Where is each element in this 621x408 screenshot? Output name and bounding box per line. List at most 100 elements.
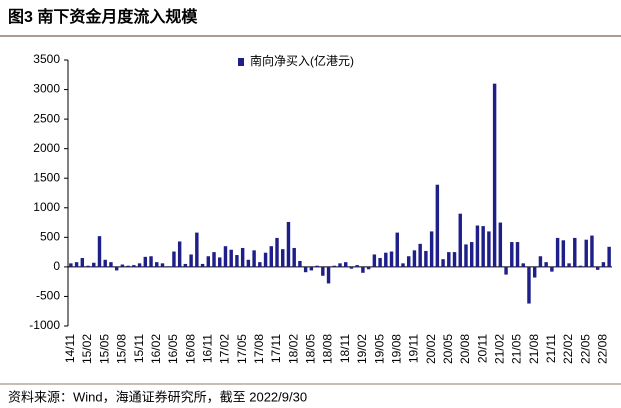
bar — [578, 265, 583, 267]
bar — [401, 263, 405, 267]
x-tick-label: 16/02 — [149, 334, 163, 364]
bar — [384, 252, 388, 267]
bar — [458, 213, 462, 267]
bar — [258, 262, 262, 267]
bar — [114, 266, 119, 271]
bar — [544, 262, 548, 267]
x-tick-label: 15/02 — [80, 334, 94, 364]
bar — [246, 259, 251, 267]
bar — [200, 263, 205, 267]
figure-title: 图3 南下资金月度流入规模 — [8, 7, 198, 26]
bar — [492, 83, 497, 267]
bar — [189, 254, 193, 267]
bar — [561, 240, 566, 267]
bar — [298, 260, 302, 267]
x-tick-label: 21/05 — [510, 334, 524, 364]
bar — [510, 242, 514, 267]
x-tick-label: 22/08 — [596, 334, 610, 364]
y-tick-label: 1500 — [33, 170, 60, 184]
bar — [177, 241, 182, 267]
legend-swatch — [238, 58, 244, 66]
bar — [487, 231, 491, 267]
bar — [109, 262, 113, 267]
bar — [229, 249, 233, 267]
bar — [252, 250, 256, 267]
x-tick-label: 15/08 — [115, 334, 129, 364]
bar — [504, 266, 508, 275]
bar — [435, 184, 440, 267]
x-tick-label: 17/11 — [269, 334, 283, 363]
bar — [607, 246, 611, 267]
bar — [80, 258, 85, 267]
bar — [361, 266, 365, 273]
bar — [315, 265, 319, 267]
x-tick-label: 22/02 — [561, 334, 575, 364]
x-tick-label: 17/08 — [252, 334, 266, 364]
x-tick-label: 17/02 — [218, 334, 232, 364]
bar — [395, 232, 399, 267]
bar — [326, 266, 331, 284]
bar — [332, 265, 336, 267]
bar — [389, 251, 394, 267]
bar — [74, 262, 79, 267]
bar — [538, 256, 543, 267]
bar — [555, 237, 560, 267]
y-tick-label: 0 — [53, 259, 60, 273]
bar — [183, 263, 188, 267]
bar — [469, 242, 474, 267]
x-tick-label: 21/08 — [527, 334, 541, 364]
bar — [235, 255, 239, 267]
bar — [441, 259, 445, 267]
bar — [349, 266, 354, 269]
bar — [447, 252, 451, 267]
y-tick-label: 3000 — [33, 82, 60, 96]
bar — [590, 235, 594, 267]
bar — [595, 266, 600, 270]
x-tick-label: 20/11 — [475, 334, 489, 363]
x-tick-label: 18/02 — [286, 334, 300, 364]
x-tick-label: 22/05 — [578, 334, 592, 364]
x-tick-label: 20/08 — [458, 334, 472, 364]
bar — [418, 243, 422, 267]
x-tick-label: 21/02 — [493, 334, 507, 364]
x-tick-label: 15/05 — [97, 334, 111, 364]
bar — [286, 221, 291, 267]
bar — [355, 265, 359, 267]
x-tick-label: 20/05 — [441, 334, 455, 364]
x-tick-label: 16/11 — [200, 334, 214, 363]
x-tick-label: 19/05 — [372, 334, 386, 364]
bar — [498, 222, 503, 267]
bar — [120, 264, 125, 267]
x-tick-label: 18/08 — [321, 334, 335, 364]
x-tick-label: 18/11 — [338, 334, 352, 363]
bar — [464, 244, 468, 267]
bar — [550, 266, 554, 272]
bar — [573, 237, 577, 267]
bar — [378, 258, 382, 267]
bar — [143, 256, 148, 267]
bar — [281, 249, 285, 267]
bar — [206, 256, 211, 267]
bar — [86, 265, 90, 267]
bar — [303, 266, 308, 273]
bar — [406, 256, 411, 267]
bar — [532, 266, 537, 278]
x-tick-label: 16/05 — [166, 334, 180, 364]
bar — [601, 262, 606, 267]
x-tick-label: 14/11 — [63, 334, 77, 363]
bar — [424, 250, 428, 267]
bar — [366, 266, 371, 270]
bar — [338, 263, 342, 267]
bar — [137, 263, 142, 267]
bar — [155, 262, 159, 267]
bar — [452, 252, 457, 267]
bar — [412, 250, 417, 267]
bar — [195, 232, 199, 267]
bar — [527, 266, 531, 304]
legend-label: 南向净买入(亿港元) — [250, 53, 354, 68]
bar — [481, 226, 485, 267]
bar — [132, 265, 136, 267]
x-tick-label: 19/02 — [355, 334, 369, 364]
bar — [172, 251, 176, 267]
x-tick-label: 19/08 — [389, 334, 403, 364]
